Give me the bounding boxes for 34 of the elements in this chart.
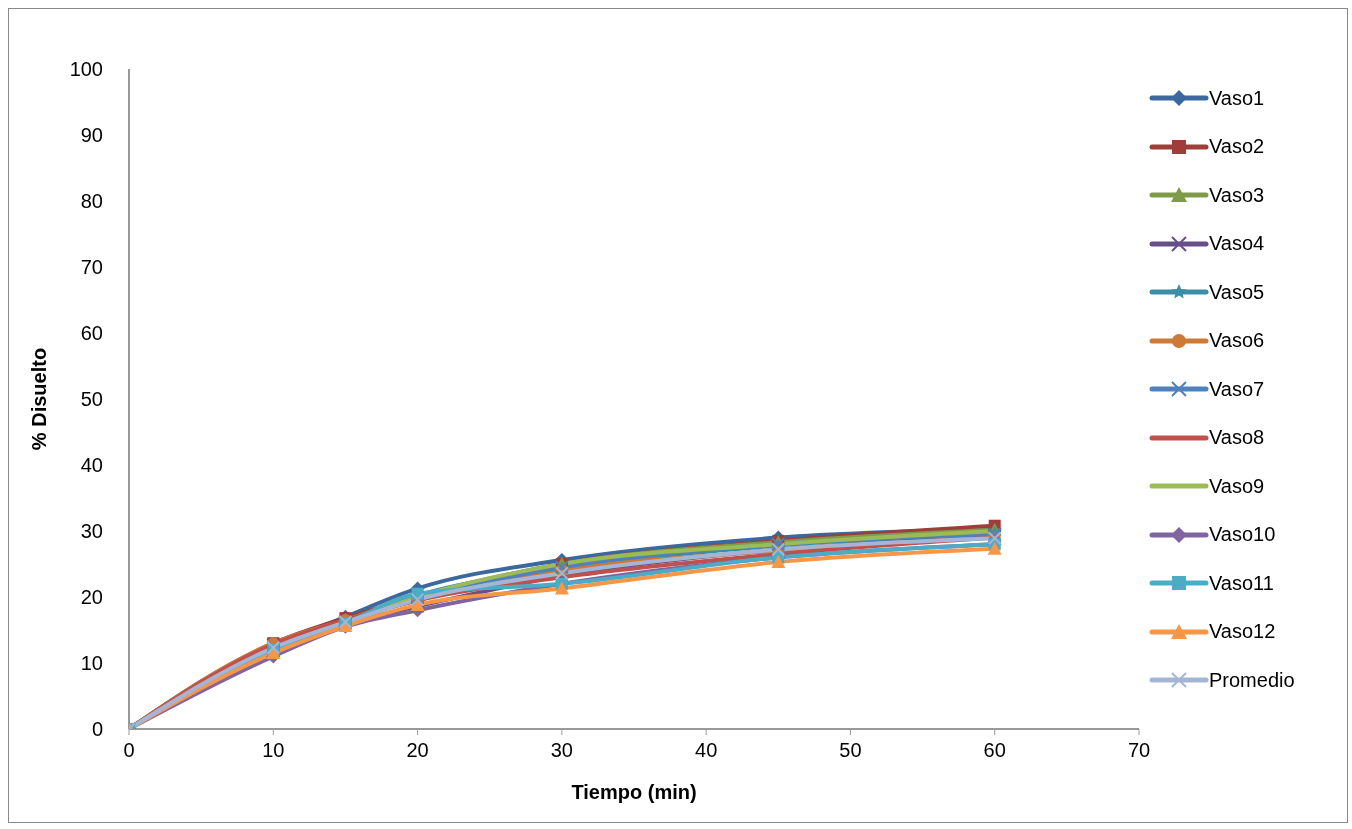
x-tick-label: 50 [839,739,862,762]
x-axis-title: Tiempo (min) [571,781,697,803]
x-tick-label: 40 [695,739,718,762]
legend-label: Vaso6 [1209,329,1265,353]
legend-label: Vaso1 [1209,86,1265,110]
y-tick-label: 0 [91,718,103,741]
y-tick-label: 60 [80,322,103,345]
y-tick-label: 40 [80,454,103,477]
x-tick-label: 10 [262,739,285,762]
y-tick-label: 30 [80,520,103,543]
y-tick-label: 10 [80,652,103,675]
legend-label: Vaso9 [1209,474,1265,498]
legend-label: Vaso10 [1209,523,1276,547]
legend-label: Vaso7 [1209,377,1265,401]
legend-label: Vaso4 [1209,232,1265,256]
y-tick-label: 50 [80,388,103,411]
x-tick-label: 30 [550,739,573,762]
x-tick-label: 20 [406,739,429,762]
legend-label: Vaso2 [1209,135,1265,159]
legend-label: Vaso5 [1209,280,1265,304]
y-tick-label: 90 [80,124,103,147]
legend-label: Vaso12 [1209,620,1276,644]
y-tick-label: 80 [80,190,103,213]
y-tick-label: 100 [69,58,103,81]
x-tick-label: 60 [983,739,1006,762]
legend-label: Vaso11 [1209,571,1274,595]
x-tick-label: 70 [1127,739,1151,762]
legend-label: Promedio [1209,668,1295,692]
legend-label: Vaso8 [1209,426,1265,450]
x-tick-label: 0 [123,739,135,762]
y-tick-label: 20 [80,586,103,609]
legend-label: Vaso3 [1209,183,1265,207]
y-axis-title: % Disuelto [28,347,51,451]
y-tick-label: 70 [80,256,103,279]
